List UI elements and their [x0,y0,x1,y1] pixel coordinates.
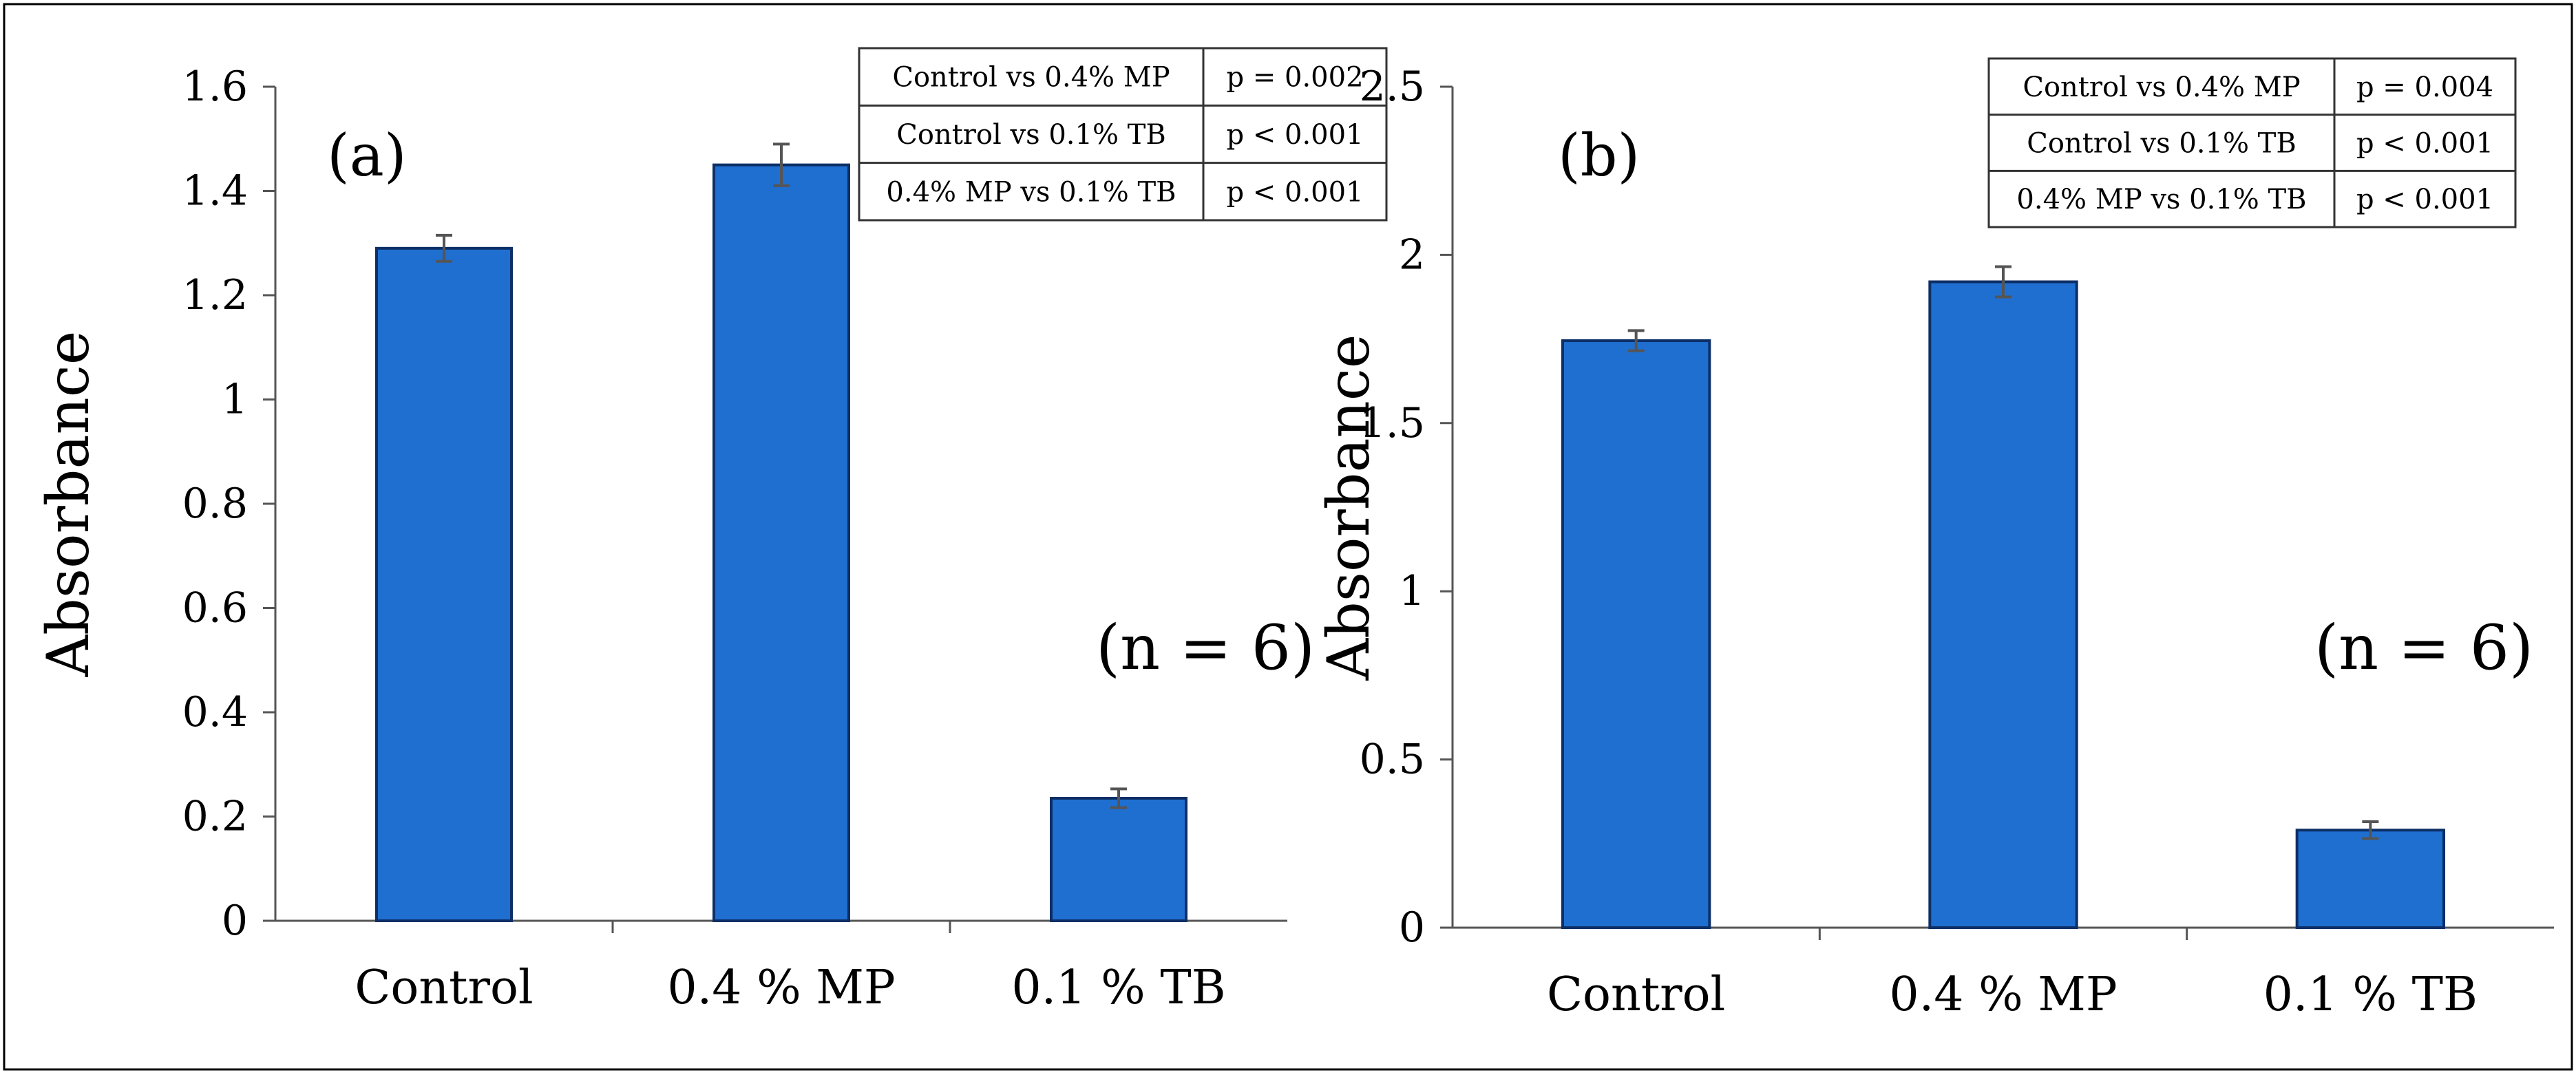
x-category-label: 0.1 % TB [1011,961,1225,1015]
y-axis-title: Absorbance [34,331,102,678]
y-tick-label: 1 [222,376,248,424]
y-tick-label: 0 [1399,904,1425,952]
y-tick-label: 1 [1399,567,1425,615]
chart-panel-a: 0 0.2 0.4 0.6 0.8 1 1.2 1.4 1.6 Control 0.4 % MP 0.… [34,47,1388,1015]
sample-size-annotation: (n = 6) [2314,612,2533,684]
y-tick-label: 2.5 [1360,63,1425,111]
stats-comparison-cell: Control vs 0.4% MP [2023,72,2300,103]
y-tick-label: 1.4 [182,167,248,215]
stats-comparison-cell: Control vs 0.1% TB [896,119,1165,151]
bar [1050,796,1187,923]
x-category-label: Control [1547,968,1725,1022]
stats-p-value-cell: p < 0.001 [2356,184,2493,215]
bar [375,246,513,922]
bar [2295,829,2446,930]
sample-size-annotation: (n = 6) [1096,612,1315,684]
y-tick-label: 0.8 [182,480,248,528]
y-axis-title: Absorbance [1315,334,1382,681]
y-tick-label: 0.2 [182,793,248,841]
y-tick-label: 1.5 [1360,399,1425,447]
x-category-label: 0.4 % MP [1889,968,2117,1022]
stats-table: Control vs 0.4% MP p = 0.004 Control vs 0.… [1987,57,2517,228]
y-tick-label: 2 [1399,231,1425,279]
x-category-label: 0.4 % MP [667,961,895,1015]
stats-table-frame [858,47,1388,222]
stats-table: Control vs 0.4% MP p = 0.002 Control vs 0.… [858,47,1388,222]
stats-p-value-cell: p = 0.004 [2356,72,2493,103]
stats-comparison-cell: Control vs 0.4% MP [892,62,1170,94]
stats-comparison-cell: Control vs 0.1% TB [2027,128,2296,160]
stats-table-frame [1987,57,2517,228]
panel-label: (b) [1558,122,1640,189]
y-tick-label: 0.4 [182,688,248,736]
bar [1561,339,1711,929]
stats-p-value-cell: p < 0.001 [2356,128,2493,160]
stats-p-value-cell: p < 0.001 [1226,176,1363,208]
y-tick-label: 0 [222,897,248,945]
stats-comparison-cell: 0.4% MP vs 0.1% TB [2016,184,2306,215]
y-tick-label: 1.2 [182,271,248,319]
y-tick-label: 0.6 [182,584,248,632]
panel-label: (a) [327,122,407,189]
y-tick-label: 0.5 [1360,736,1425,784]
x-category-label: 0.1 % TB [2263,968,2478,1022]
stats-comparison-cell: 0.4% MP vs 0.1% TB [886,176,1176,208]
stats-p-value-cell: p < 0.001 [1226,119,1363,151]
x-category-label: Control [355,961,533,1015]
chart-panel-b: 0 0.5 1 1.5 2 2.5 Control 0.4 % MP 0.1 % TB Absor… [1315,57,2554,1022]
y-tick-label: 1.6 [182,63,248,111]
stats-p-value-cell: p = 0.002 [1226,62,1363,94]
bar [712,163,850,922]
bar [1928,280,2078,929]
